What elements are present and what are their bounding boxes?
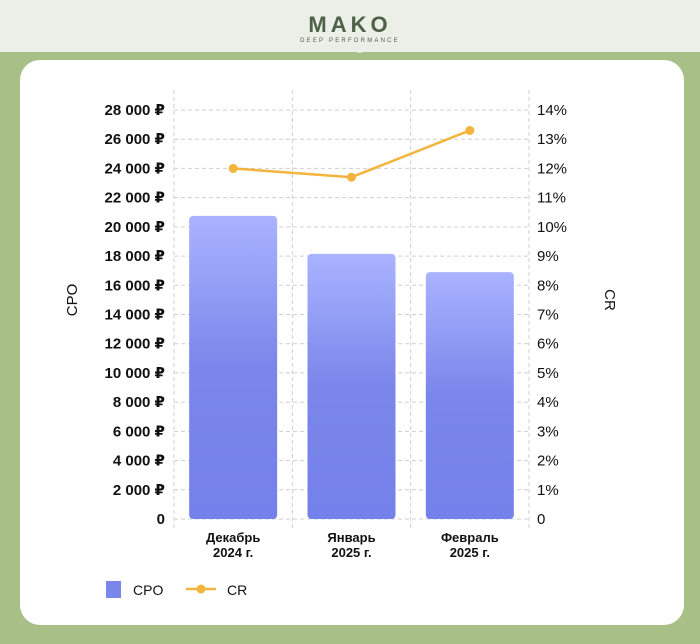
torn-paper-header	[0, 0, 700, 53]
y-left-tick-label: 2 000 ₽	[113, 482, 165, 499]
bar	[425, 272, 514, 519]
y-left-tick-label: 18 000 ₽	[105, 248, 165, 265]
cr-point	[228, 163, 238, 173]
y-left-tick-label: 12 000 ₽	[105, 336, 165, 353]
y-left-tick-label: 14 000 ₽	[105, 307, 165, 324]
x-tick-label: Февраль 2025 г.	[441, 530, 499, 560]
y-right-tick-label: 9%	[537, 248, 559, 265]
y-right-tick-label: 11%	[537, 190, 566, 207]
cr-point	[465, 125, 475, 135]
y-left-tick-label: 16 000 ₽	[105, 277, 165, 294]
legend-swatch-cpo	[106, 581, 121, 598]
y-left-tick-label: 20 000 ₽	[105, 219, 165, 236]
y-right-tick-label: 7%	[537, 307, 559, 324]
legend-label-cpo: CPO	[133, 582, 163, 598]
y-right-tick-label: 2%	[537, 453, 559, 470]
y-left-tick-label: 8 000 ₽	[113, 394, 165, 411]
y-right-tick-label: 13%	[537, 131, 567, 148]
y-right-tick-label: 12%	[537, 160, 567, 177]
x-tick-label: Декабрь 2024 г.	[206, 530, 260, 560]
y-left-tick-label: 6 000 ₽	[113, 423, 165, 440]
y-right-tick-label: 14%	[537, 102, 567, 119]
x-tick-label: Январь 2025 г.	[327, 530, 375, 560]
y-right-tick-label: 8%	[537, 277, 559, 294]
y-left-axis-label: CPO	[64, 284, 81, 317]
combo-chart: 0 2 000 ₽ 4 000 ₽ 6 000 ₽ 8 000 ₽ 10 000 ₽ 12 …	[64, 90, 618, 598]
y-right-tick-label: 6%	[537, 336, 559, 353]
y-left-tick-label: 22 000 ₽	[105, 190, 165, 207]
bar	[307, 253, 396, 519]
y-right-axis-label: CR	[601, 289, 618, 311]
y-right-tick-label: 5%	[537, 365, 559, 382]
logo-tagline: DEEP PERFORMANCE	[300, 38, 400, 44]
bar	[189, 215, 278, 519]
y-left-tick-label: 26 000 ₽	[105, 131, 165, 148]
y-right-tick-label: 0	[537, 511, 545, 528]
torn-edge-shape	[0, 0, 700, 53]
logo-brand: MAKO	[308, 12, 392, 37]
cr-point	[347, 172, 356, 182]
y-right-tick-label: 4%	[537, 394, 559, 411]
legend: CPO CR	[106, 581, 247, 598]
logo: MAKO DEEP PERFORMANCE	[0, 14, 700, 45]
cr-line-path	[233, 129, 471, 179]
axes: 0 2 000 ₽ 4 000 ₽ 6 000 ₽ 8 000 ₽ 10 000 ₽ 12 …	[64, 102, 618, 560]
y-left-tick-label: 28 000 ₽	[105, 102, 165, 119]
y-left-tick-label: 0	[157, 511, 165, 528]
y-right-tick-label: 10%	[537, 219, 567, 236]
y-left-tick-label: 24 000 ₽	[105, 160, 165, 177]
y-left-tick-label: 10 000 ₽	[105, 365, 165, 382]
cr-line	[228, 125, 475, 182]
y-right-tick-label: 3%	[537, 423, 559, 440]
chart-card: 0 2 000 ₽ 4 000 ₽ 6 000 ₽ 8 000 ₽ 10 000 ₽ 12 …	[20, 60, 684, 625]
y-left-tick-label: 4 000 ₽	[113, 453, 165, 470]
bars	[189, 215, 514, 519]
legend-label-cr: CR	[227, 582, 247, 598]
legend-marker-cr	[196, 584, 206, 594]
y-right-tick-label: 1%	[537, 482, 559, 499]
